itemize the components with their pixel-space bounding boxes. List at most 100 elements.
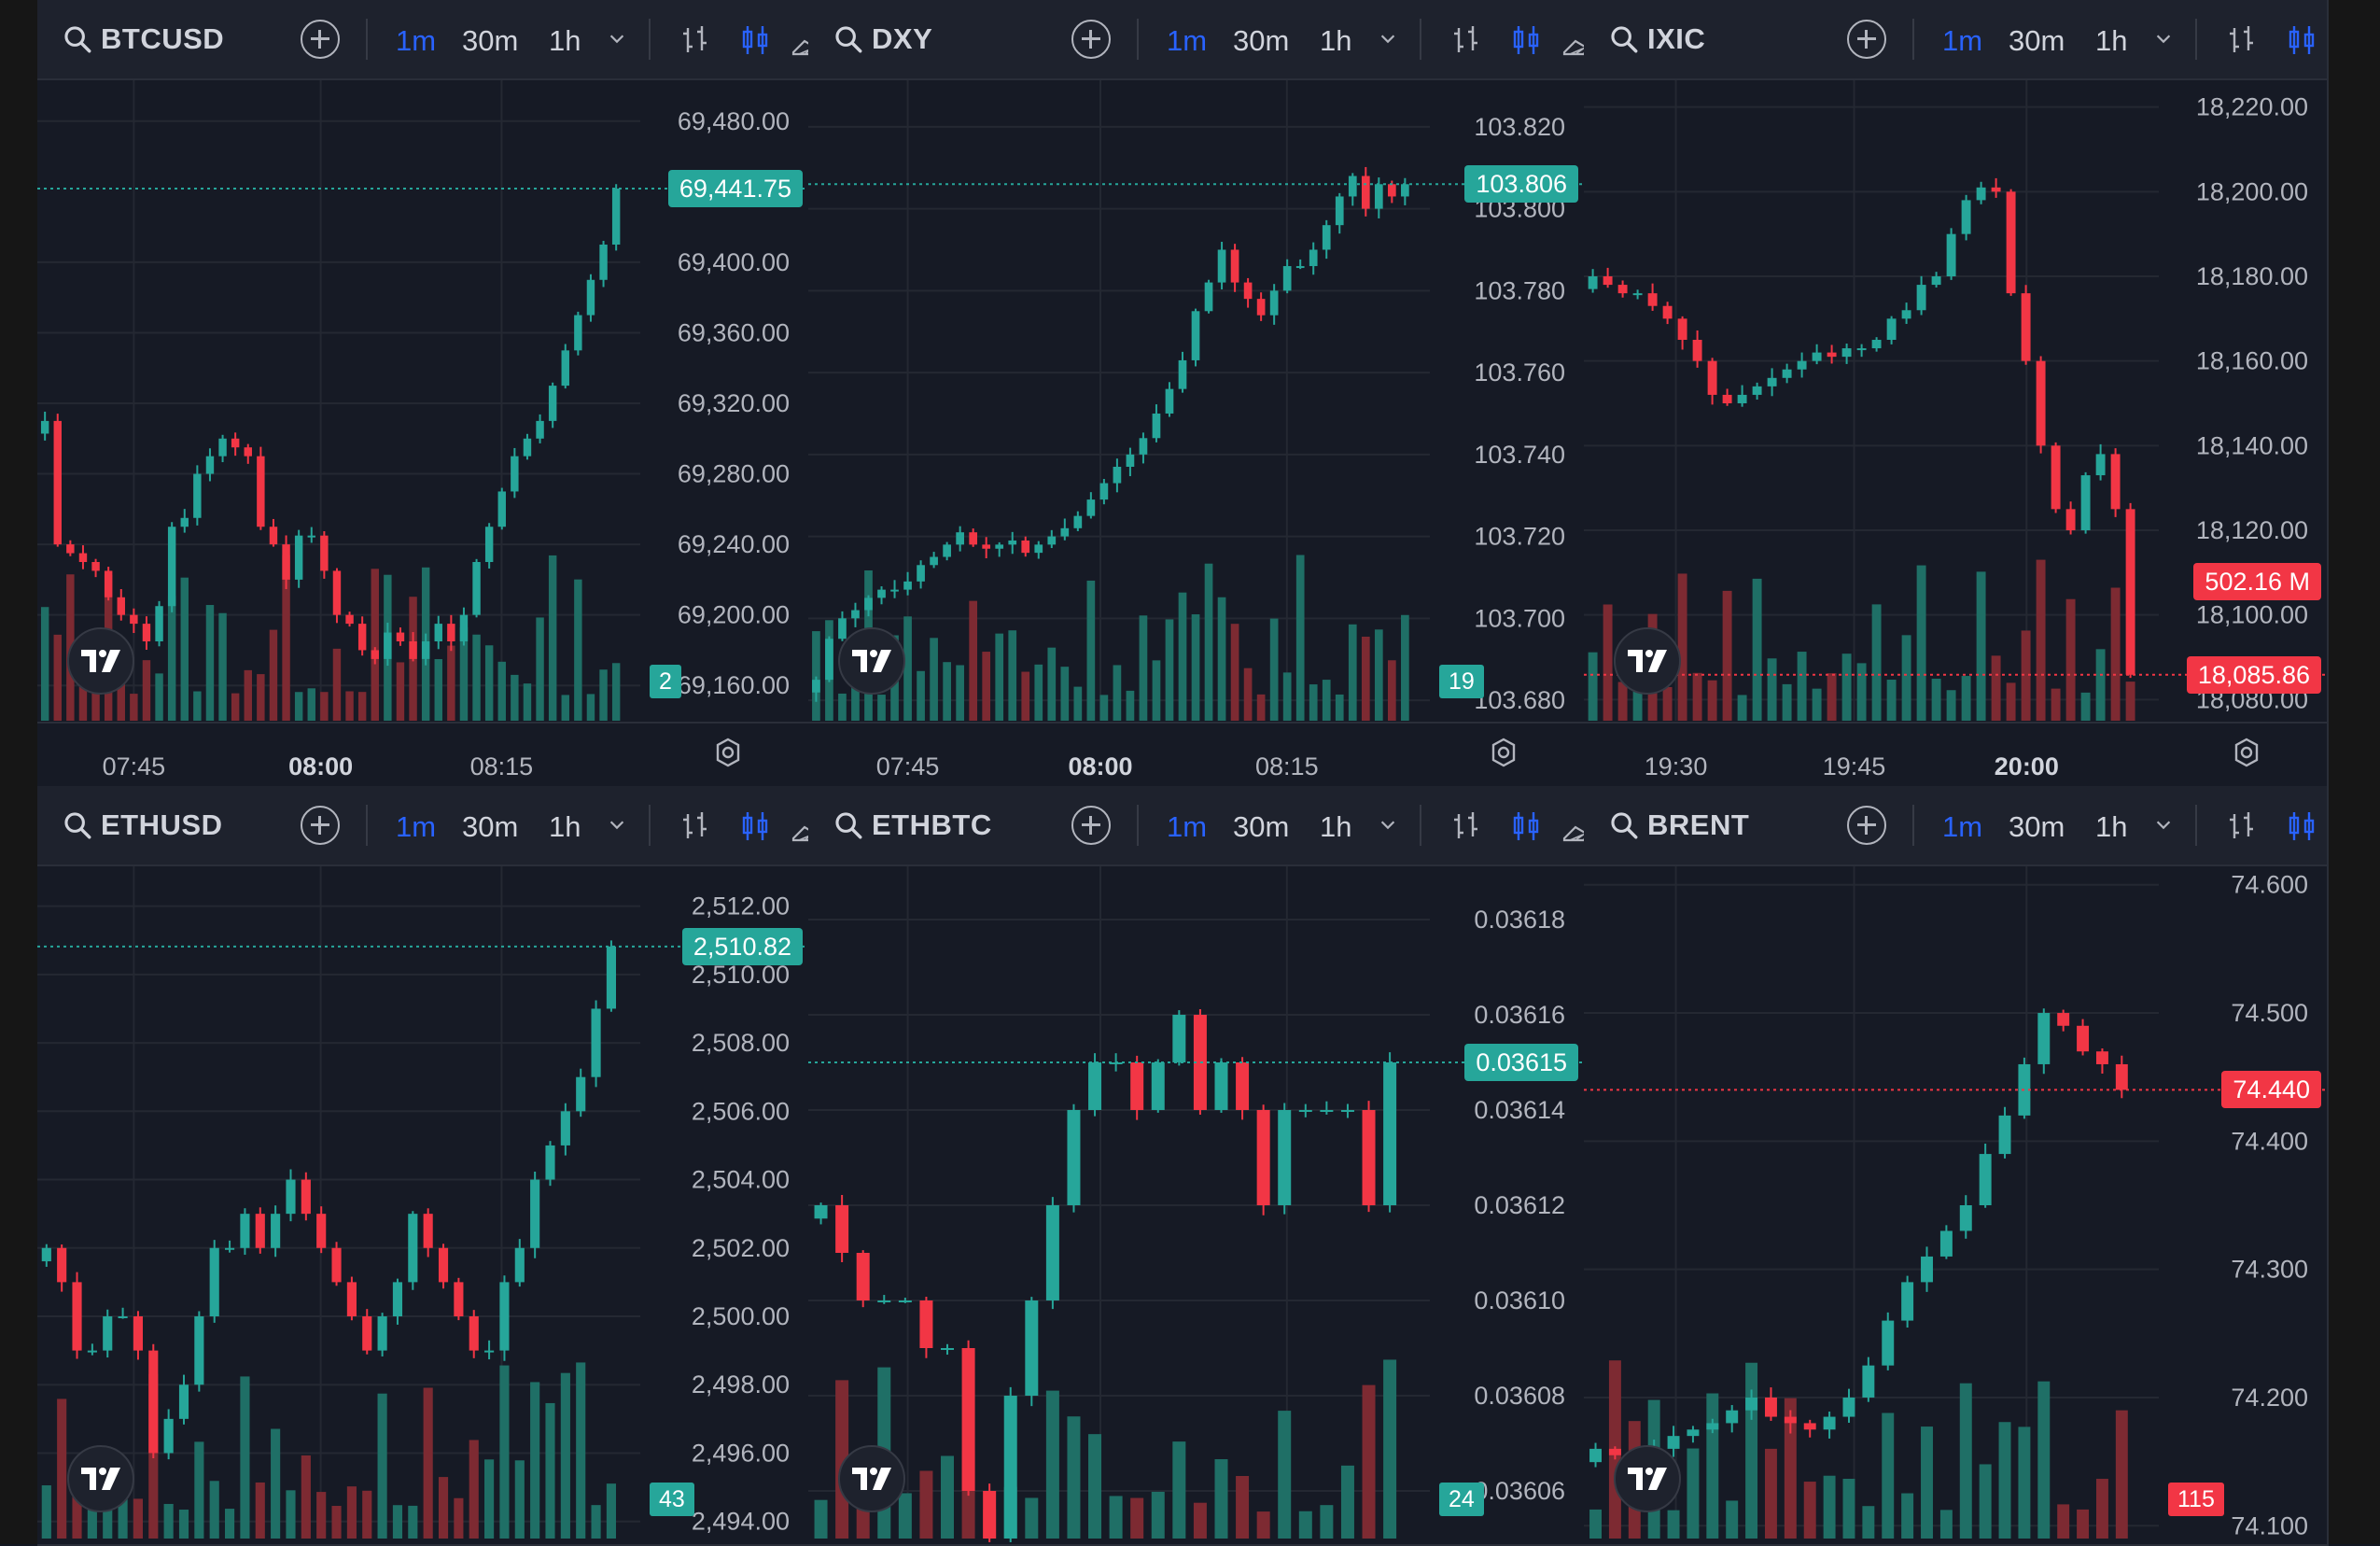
timeframe-30m[interactable]: 30m (462, 24, 519, 57)
candle[interactable] (307, 535, 315, 538)
candle[interactable] (231, 438, 240, 448)
candle[interactable] (1374, 184, 1383, 209)
candle[interactable] (2080, 475, 2091, 530)
candle[interactable] (224, 1247, 235, 1250)
symbol-search-button[interactable]: ETHBTC (833, 797, 992, 853)
candle[interactable] (1921, 1256, 1933, 1283)
candle[interactable] (2125, 509, 2135, 675)
candle[interactable] (1045, 1205, 1059, 1300)
candle[interactable] (574, 315, 582, 351)
candle[interactable] (898, 1300, 912, 1302)
chart-panel-ixic[interactable]: IXIC 1m 30m 1h 18,220.00 18,200.00 18,180.00 18… (1584, 0, 2329, 788)
candle[interactable] (1387, 184, 1396, 197)
candle[interactable] (1882, 1320, 1895, 1366)
candle[interactable] (941, 1348, 955, 1350)
candle[interactable] (484, 527, 494, 562)
candle[interactable] (1113, 467, 1122, 484)
chevron-down-icon[interactable] (607, 814, 627, 835)
candle[interactable] (1707, 360, 1717, 395)
price-chart[interactable]: 69,480.00 69,400.00 69,360.00 69,320.00 69,2… (37, 80, 808, 784)
candle[interactable] (1047, 536, 1057, 545)
candle[interactable] (1256, 1110, 1270, 1205)
candle[interactable] (1151, 1062, 1165, 1110)
candle[interactable] (1322, 225, 1331, 250)
symbol-search-button[interactable]: BRENT (1608, 797, 1749, 853)
candle[interactable] (982, 544, 991, 549)
candle[interactable] (877, 1300, 891, 1302)
candle-style-icon[interactable] (735, 807, 775, 846)
candle[interactable] (812, 680, 820, 693)
candle[interactable] (2051, 445, 2061, 510)
candle[interactable] (472, 562, 481, 615)
candle[interactable] (890, 589, 899, 592)
candle[interactable] (377, 1316, 387, 1351)
candle[interactable] (1959, 1205, 1972, 1231)
candle[interactable] (814, 1205, 828, 1219)
candle[interactable] (1939, 1230, 1953, 1257)
chart-panel-brent[interactable]: BRENT 1m 30m 1h 74.600 74.500 74.400 74.300 74.2… (1584, 786, 2329, 1546)
candle[interactable] (530, 1179, 540, 1248)
timeframe-30m[interactable]: 30m (1233, 810, 1290, 843)
candle[interactable] (606, 946, 616, 1009)
candle[interactable] (1067, 1110, 1081, 1205)
candle[interactable] (1178, 359, 1187, 389)
candle[interactable] (1687, 1429, 1700, 1437)
timeframe-30m[interactable]: 30m (462, 810, 519, 843)
bar-style-icon[interactable] (2222, 807, 2261, 846)
candle[interactable] (209, 1247, 219, 1316)
candle[interactable] (1021, 540, 1030, 554)
candle[interactable] (1662, 305, 1673, 319)
candle[interactable] (1236, 1062, 1250, 1110)
candle[interactable] (1886, 318, 1897, 340)
candle[interactable] (332, 570, 342, 615)
timeframe-1m[interactable]: 1m (1167, 810, 1208, 843)
candle[interactable] (995, 544, 1004, 549)
candle[interactable] (1295, 266, 1305, 269)
candle[interactable] (1677, 318, 1687, 340)
candle[interactable] (57, 1247, 67, 1283)
candle[interactable] (919, 1300, 933, 1348)
candle[interactable] (917, 565, 925, 582)
add-compare-icon[interactable] (1847, 20, 1886, 59)
candle[interactable] (2115, 1063, 2128, 1090)
settings-icon[interactable] (2230, 736, 2263, 769)
candle[interactable] (91, 562, 100, 571)
candle[interactable] (1946, 233, 1956, 276)
candle[interactable] (371, 650, 379, 659)
candle[interactable] (1193, 1015, 1207, 1110)
candle[interactable] (130, 614, 138, 625)
candle-style-icon[interactable] (1506, 807, 1546, 846)
candle[interactable] (1589, 1448, 1603, 1463)
candle[interactable] (1745, 1397, 1758, 1411)
candle-style-icon[interactable] (2282, 807, 2321, 846)
candle[interactable] (240, 1214, 250, 1248)
candle[interactable] (545, 1145, 555, 1180)
symbol-search-button[interactable]: BTCUSD (62, 11, 224, 67)
candle[interactable] (1979, 1154, 1992, 1205)
candle[interactable] (1871, 340, 1882, 349)
candle[interactable] (1361, 176, 1370, 209)
candle[interactable] (118, 1316, 128, 1318)
candle[interactable] (1901, 1282, 1914, 1321)
candle[interactable] (1348, 176, 1357, 197)
bar-style-icon[interactable] (676, 21, 715, 60)
candle[interactable] (1362, 1110, 1376, 1205)
candle[interactable] (459, 614, 469, 641)
candle[interactable] (193, 473, 202, 518)
candle[interactable] (1003, 1396, 1017, 1539)
candle[interactable] (1309, 249, 1318, 267)
candle[interactable] (1998, 1115, 2011, 1155)
candle[interactable] (447, 624, 455, 641)
candle[interactable] (271, 1214, 281, 1248)
candle[interactable] (1667, 1436, 1680, 1449)
candle[interactable] (511, 456, 519, 492)
candle[interactable] (316, 1214, 327, 1248)
bar-style-icon[interactable] (676, 807, 715, 846)
candle[interactable] (930, 556, 938, 566)
chevron-down-icon[interactable] (1378, 28, 1398, 49)
candle[interactable] (1976, 187, 1986, 201)
candle[interactable] (1088, 1062, 1102, 1110)
candle[interactable] (2036, 360, 2046, 446)
symbol-search-button[interactable]: DXY (833, 11, 932, 67)
candle[interactable] (194, 1316, 204, 1385)
